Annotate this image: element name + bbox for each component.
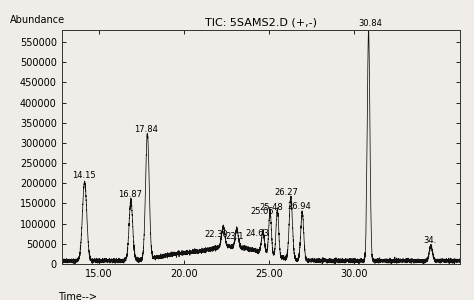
Text: 25.05: 25.05 xyxy=(251,207,274,216)
Text: 22.30: 22.30 xyxy=(205,230,228,238)
Text: 24.63: 24.63 xyxy=(246,229,270,238)
Text: Abundance: Abundance xyxy=(10,15,65,25)
Text: 30.84: 30.84 xyxy=(358,19,382,28)
Text: 34.: 34. xyxy=(423,236,437,244)
Text: 25.48: 25.48 xyxy=(260,203,283,212)
Text: Time-->: Time--> xyxy=(58,292,97,300)
Text: 23.1: 23.1 xyxy=(225,232,244,242)
Text: 14.15: 14.15 xyxy=(72,171,96,180)
Text: 16.87: 16.87 xyxy=(118,190,142,199)
Title: TIC: 5SAMS2.D (+,-): TIC: 5SAMS2.D (+,-) xyxy=(205,18,317,28)
Text: 17.84: 17.84 xyxy=(135,125,158,134)
Text: 26.94: 26.94 xyxy=(287,202,310,211)
Text: 26.27: 26.27 xyxy=(274,188,299,197)
